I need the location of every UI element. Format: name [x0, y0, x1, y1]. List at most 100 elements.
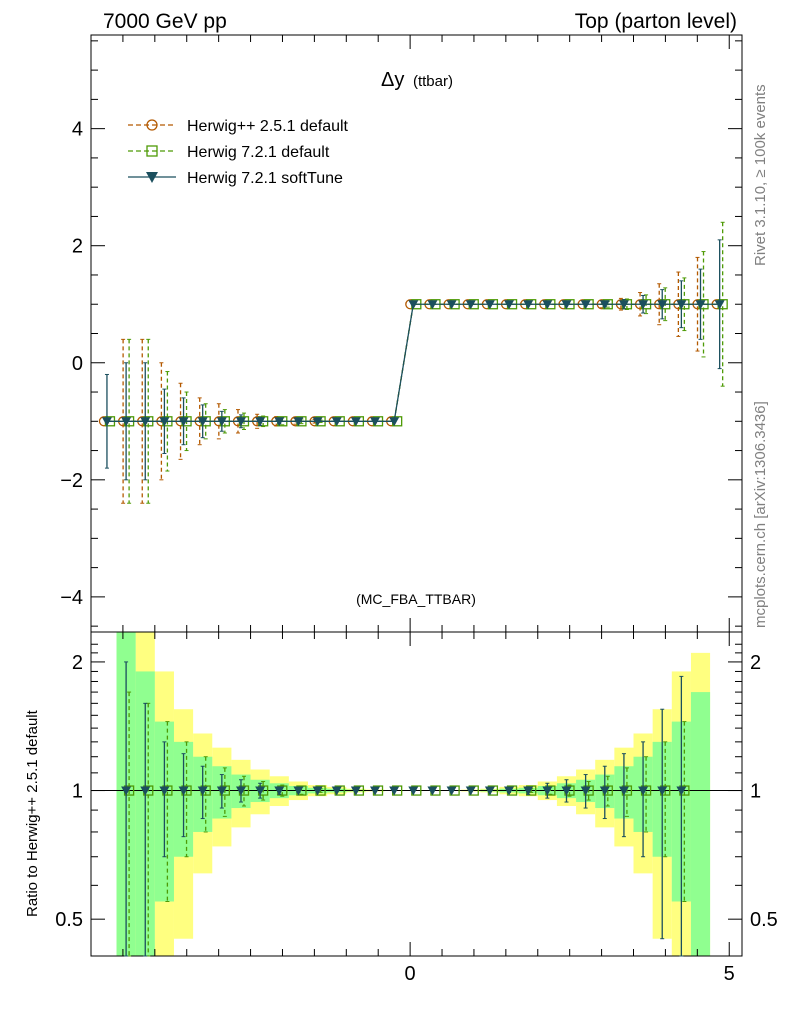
- x-tick-label: 0: [405, 963, 416, 985]
- ratio-point: [523, 786, 534, 796]
- ratio-point: [618, 786, 629, 796]
- ratio-y-tick-label: 2: [72, 652, 83, 674]
- ratio-point: [274, 786, 285, 796]
- y-tick-label: −2: [60, 470, 83, 492]
- ratio-point: [197, 786, 208, 796]
- series-1: [104, 221, 728, 504]
- ratio-point: [331, 786, 342, 796]
- ratio-y-tick-label: 1: [72, 781, 83, 803]
- data-point: [121, 417, 132, 427]
- main-axes: −4 −2 0 2 4: [60, 35, 742, 632]
- ratio-point: [561, 786, 572, 796]
- data-point: [389, 417, 400, 427]
- ratio-point: [159, 786, 170, 796]
- legend-marker: [146, 172, 158, 183]
- series-line: [106, 303, 720, 422]
- series-0: [98, 256, 722, 504]
- data-point: [408, 300, 419, 310]
- data-point: [714, 300, 725, 310]
- legend-label: Herwig++ 2.5.1 default: [187, 118, 349, 135]
- y-tick-label: 2: [72, 236, 83, 258]
- ratio-point: [140, 786, 151, 796]
- data-point: [140, 417, 151, 427]
- ratio-point: [408, 786, 419, 796]
- series-line: [106, 303, 720, 422]
- ratio-point: [427, 786, 438, 796]
- ratio-axes: 0.5 0.5 1 1 2 2 0 5: [55, 632, 778, 985]
- ratio-point: [657, 786, 668, 796]
- legend: Herwig++ 2.5.1 default Herwig 7.2.1 defau…: [128, 118, 349, 187]
- ratio-point: [216, 786, 227, 796]
- band-inner: [690, 692, 711, 956]
- ratio-point: [350, 786, 361, 796]
- ratio-point: [676, 786, 687, 796]
- data-point: [561, 300, 572, 310]
- data-point: [293, 417, 304, 427]
- data-point: [216, 417, 227, 427]
- ratio-point: [446, 786, 457, 796]
- x-tick-label: 5: [724, 963, 735, 985]
- data-point: [599, 300, 610, 310]
- ratio-point: [235, 786, 246, 796]
- data-point: [523, 300, 534, 310]
- ratio-point: [370, 786, 381, 796]
- data-point: [638, 300, 649, 310]
- main-title-suffix: (ttbar): [413, 73, 453, 90]
- ratio-series: [121, 661, 690, 957]
- ratio-point: [599, 786, 610, 796]
- ratio-frame: [90, 631, 743, 957]
- ratio-point: [121, 786, 132, 796]
- ratio-y-tick-label: 0.5: [55, 909, 83, 931]
- data-point: [235, 417, 246, 427]
- ratio-y-tick-label-right: 0.5: [750, 909, 778, 931]
- data-point: [370, 417, 381, 427]
- main-series: [98, 221, 728, 504]
- ratio-y-tick-label-right: 1: [750, 781, 761, 803]
- main-title: Δy (ttbar): [381, 69, 453, 91]
- ratio-series-1: [121, 661, 687, 957]
- data-point: [350, 417, 361, 427]
- data-point: [427, 300, 438, 310]
- legend-marker: [146, 119, 158, 131]
- ratio-point: [312, 786, 323, 796]
- data-point: [676, 300, 687, 310]
- data-point: [101, 417, 112, 427]
- watermark: (MC_FBA_TTBAR): [356, 591, 476, 607]
- data-point: [255, 417, 266, 427]
- data-point: [484, 300, 495, 310]
- data-point: [618, 300, 629, 310]
- rivet-label: Rivet 3.1.10, ≥ 100k events: [752, 84, 769, 266]
- series-2: [101, 239, 725, 481]
- data-point: [331, 417, 342, 427]
- legend-label: Herwig 7.2.1 default: [187, 144, 330, 161]
- ratio-point: [638, 786, 649, 796]
- ratio-point: [542, 786, 553, 796]
- ratio-point: [178, 786, 189, 796]
- data-point: [657, 300, 668, 310]
- main-panel: Δy (ttbar) (MC_FBA_TTBAR) −4 −2 0 2 4 Herwig…: [60, 34, 743, 633]
- data-point: [159, 417, 170, 427]
- data-point: [197, 417, 208, 427]
- ratio-point: [580, 786, 591, 796]
- data-point: [178, 417, 189, 427]
- y-tick-label: 0: [72, 353, 83, 375]
- ratio-ylabel: Ratio to Herwig++ 2.5.1 default: [24, 709, 41, 917]
- data-point: [542, 300, 553, 310]
- ratio-point: [293, 786, 304, 796]
- header-left: 7000 GeV pp: [103, 10, 227, 33]
- data-point: [465, 300, 476, 310]
- legend-marker: [146, 145, 158, 157]
- legend-label: Herwig 7.2.1 softTune: [187, 170, 343, 187]
- ratio-point: [389, 786, 400, 796]
- ratio-panel: 0.5 0.5 1 1 2 2 0 5 Ratio to Herwig++ 2.5.1 def…: [24, 631, 778, 985]
- data-point: [274, 417, 285, 427]
- data-point: [446, 300, 457, 310]
- data-point: [312, 417, 323, 427]
- ratio-point: [465, 786, 476, 796]
- header-right: Top (parton level): [575, 10, 737, 33]
- ratio-point: [255, 786, 266, 796]
- ratio-y-tick-label-right: 2: [750, 652, 761, 674]
- ratio-point: [484, 786, 495, 796]
- y-tick-label: 4: [72, 119, 83, 141]
